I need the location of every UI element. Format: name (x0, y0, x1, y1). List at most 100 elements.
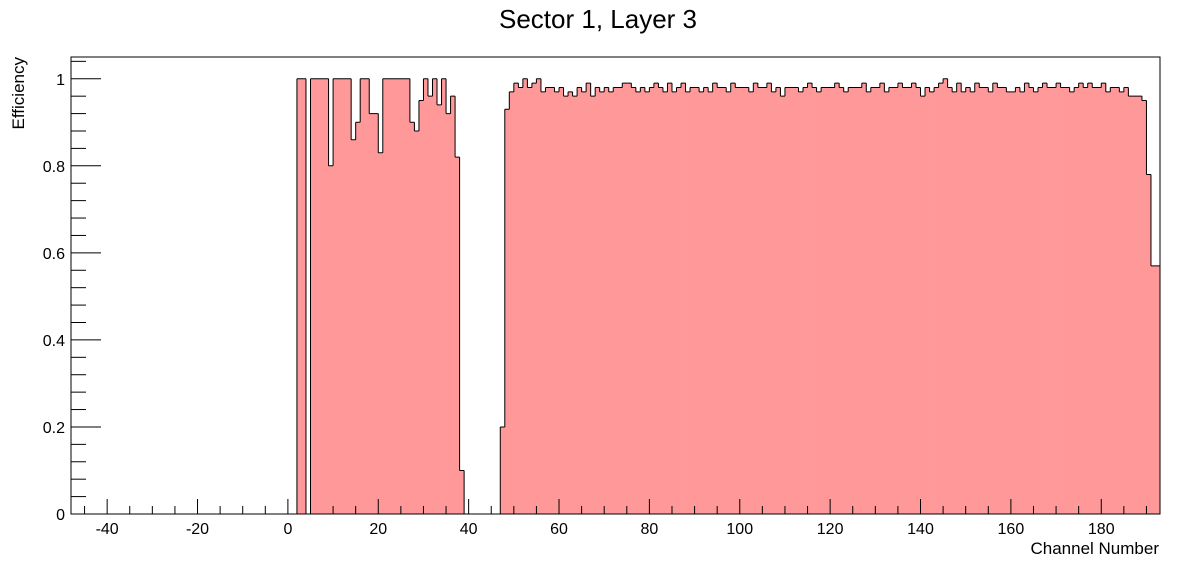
histogram-bin (1001, 87, 1007, 514)
histogram-bin (662, 91, 668, 515)
histogram-bin (717, 87, 723, 514)
histogram-bin (897, 83, 903, 514)
histogram-bin (563, 96, 569, 515)
histogram-bin (581, 91, 587, 515)
histogram-bin (988, 91, 994, 515)
histogram-bin (685, 91, 691, 515)
histogram-bin (568, 91, 573, 515)
histogram-bin (870, 87, 876, 514)
histogram-bin (703, 87, 709, 514)
histogram-bin (1065, 87, 1071, 514)
histogram-bin (861, 83, 867, 514)
histogram-bin (671, 91, 677, 515)
histogram-bin (342, 78, 348, 514)
histogram-bin (726, 91, 732, 515)
histogram-bin (979, 87, 985, 514)
x-axis-ticks: -40 -20 0 20 40 60 80 100 120 140 160 180 (84, 499, 1147, 538)
x-tick-label: 40 (460, 521, 478, 538)
chart-title: Sector 1, Layer 3 (499, 4, 697, 34)
y-tick-label: 1 (56, 72, 65, 89)
histogram-bin (721, 87, 727, 514)
histogram-bin (947, 87, 953, 514)
y-tick-label: 0.6 (43, 246, 65, 263)
histogram-bin (843, 91, 849, 515)
histogram-bin (319, 78, 325, 514)
histogram-bin (735, 87, 741, 514)
histogram-bin (604, 87, 610, 514)
histogram-bin (1114, 87, 1120, 514)
histogram-bin (1087, 83, 1093, 514)
histogram-bin (1119, 91, 1125, 515)
x-tick-label: 20 (369, 521, 387, 538)
histogram-bin (712, 83, 718, 514)
histogram-bin (400, 78, 406, 514)
histogram-bin (522, 78, 528, 514)
histogram-bin (839, 87, 845, 514)
histogram-bin (952, 91, 958, 515)
histogram-bin (658, 87, 664, 514)
histogram-bin (427, 96, 433, 515)
histogram-bin (1123, 87, 1129, 514)
histogram-bin (762, 87, 768, 514)
histogram-bin (333, 78, 339, 514)
histogram-bin (1083, 87, 1089, 514)
histogram-bin (780, 96, 786, 515)
histogram-bin (355, 122, 361, 515)
histogram-bin (753, 83, 759, 514)
histogram-bin (1010, 91, 1016, 515)
y-tick-label: 0.8 (43, 159, 65, 176)
histogram-bin (540, 91, 546, 515)
histogram-bin (513, 83, 519, 514)
histogram-bin (771, 91, 777, 515)
histogram-bin (1105, 91, 1111, 515)
x-tick-label: 180 (1088, 521, 1115, 538)
y-tick-label: 0.4 (43, 333, 65, 350)
histogram-bin (328, 165, 334, 515)
histogram-bin (961, 91, 967, 515)
histogram-bin (1141, 100, 1147, 515)
histogram-bin (387, 78, 393, 514)
histogram-bin (346, 78, 352, 514)
histogram-bin (396, 78, 402, 514)
histogram-bin (852, 87, 858, 514)
histogram-bin (784, 87, 790, 514)
x-tick-label: 80 (640, 521, 658, 538)
histogram-bin (1078, 83, 1084, 514)
histogram-bin (391, 78, 397, 514)
histogram-bin (296, 78, 302, 514)
histogram-bin (1146, 174, 1152, 514)
histogram-bin (1047, 87, 1052, 514)
histogram-bin (1096, 87, 1102, 514)
x-tick-label: -20 (186, 521, 209, 538)
histogram-bin (667, 83, 673, 514)
histogram-bin (649, 87, 655, 514)
histogram-bin (929, 91, 935, 515)
histogram-bin (1132, 96, 1138, 515)
histogram-outline (296, 78, 1160, 514)
histogram-bin (812, 87, 817, 514)
histogram-bin (459, 470, 465, 514)
x-tick-label: 160 (998, 521, 1025, 538)
histogram-bin (902, 87, 908, 514)
histogram-bin (1060, 87, 1066, 514)
histogram-bin (925, 87, 930, 514)
histogram-bin (613, 87, 619, 514)
histogram-bin (310, 78, 316, 514)
histogram-bin (572, 96, 578, 515)
histogram-bin (708, 91, 714, 515)
histogram-bin (455, 157, 461, 514)
histogram-bin (644, 91, 650, 515)
histogram-bin (997, 87, 1003, 514)
histogram-bin (798, 91, 804, 515)
histogram-bin (834, 83, 840, 514)
x-tick-label: 140 (907, 521, 934, 538)
histogram-bin (364, 78, 370, 514)
histogram-bin (608, 91, 614, 515)
histogram-bin (382, 78, 388, 514)
histogram-bin (1155, 265, 1161, 514)
histogram-bin (1028, 87, 1034, 514)
histogram-bin (789, 87, 795, 514)
y-axis-label: Efficiency (9, 57, 28, 130)
